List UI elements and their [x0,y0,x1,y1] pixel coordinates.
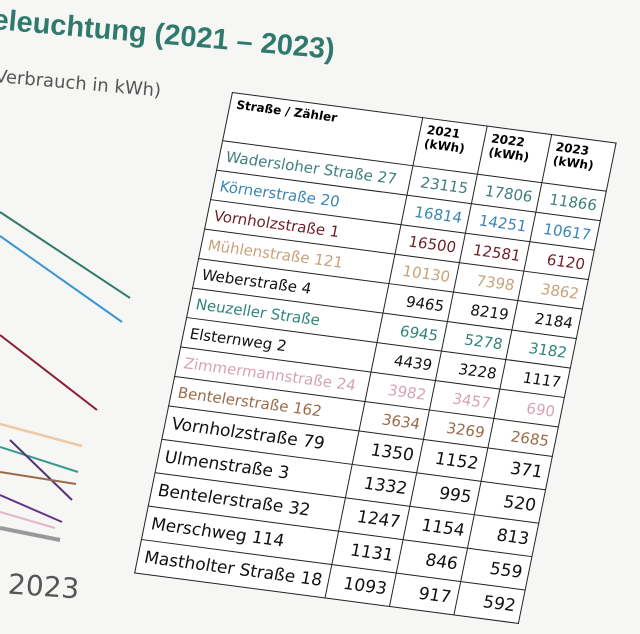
series-line-other [0,526,61,542]
series-line-koerner [0,235,123,323]
header-2021: 2021 (kWh) [413,117,488,175]
series-line-muehlen [0,422,83,448]
series-line-vornholz1 [0,334,98,411]
series-line-neuzeller [0,446,79,473]
series-line-benteler162 [0,471,77,485]
header-2022: 2022 (kWh) [477,126,552,183]
x-axis-label-2023: 2023 [6,567,81,606]
header-2023: 2023 (kWh) [541,134,617,192]
series-line-elsternweg [0,494,63,523]
series-line-zimmermann [0,511,56,529]
series-line-wadersloher [0,211,131,299]
series-line-weber [9,439,73,501]
